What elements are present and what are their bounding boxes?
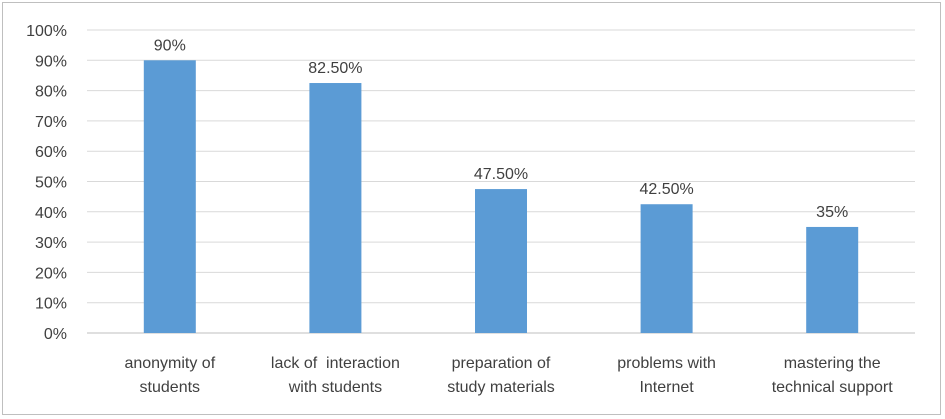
data-label: 82.50% (308, 60, 362, 77)
x-category-label: study materials (447, 379, 555, 396)
y-tick-label: 80% (35, 84, 67, 101)
y-tick-label: 70% (35, 114, 67, 131)
y-tick-label: 10% (35, 296, 67, 313)
data-label: 47.50% (474, 166, 528, 183)
y-tick-label: 90% (35, 53, 67, 70)
bar (309, 83, 362, 334)
bar (143, 60, 196, 334)
y-tick-label: 20% (35, 265, 67, 282)
x-category-label: problems with (617, 355, 716, 372)
x-category-label: technical support (772, 379, 894, 396)
y-tick-label: 60% (35, 144, 67, 161)
x-category-label: Internet (639, 379, 694, 396)
x-category-label: preparation of (452, 355, 551, 372)
data-label: 35% (816, 204, 848, 221)
y-tick-label: 100% (26, 23, 67, 40)
bar (640, 204, 693, 333)
x-category-label: with students (288, 379, 382, 396)
x-category-label: anonymity of (124, 355, 215, 372)
x-category-label: mastering the (784, 355, 881, 372)
x-category-label: lack of interaction (271, 355, 400, 372)
y-tick-label: 40% (35, 205, 67, 222)
bar (475, 189, 527, 333)
y-tick-label: 30% (35, 235, 67, 252)
bar (806, 226, 859, 333)
y-tick-label: 0% (44, 326, 67, 343)
x-category-label: students (140, 379, 200, 396)
y-tick-label: 50% (35, 175, 67, 192)
data-label: 42.50% (639, 181, 693, 198)
data-label: 90% (154, 37, 186, 54)
